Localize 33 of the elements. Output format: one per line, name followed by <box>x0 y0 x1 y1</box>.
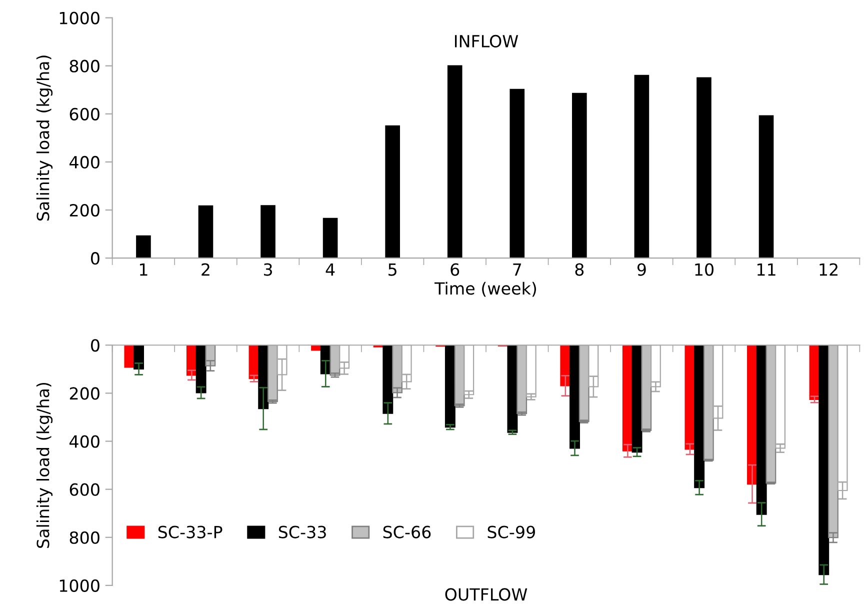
y-tick-label: 400 <box>70 435 100 448</box>
x-tick-label: 10 <box>695 263 714 276</box>
y-tick-label: 800 <box>70 60 100 72</box>
x-tick-label: 2 <box>202 263 210 276</box>
y-tick-label: 600 <box>70 483 100 496</box>
legend-label: SC-33 <box>278 526 326 538</box>
y-tick-label: 0 <box>91 339 100 352</box>
legend-label: SC-99 <box>488 526 535 538</box>
y-tick-label: 1000 <box>60 12 100 24</box>
x-tick-label: 8 <box>575 263 584 276</box>
x-tick-label: 4 <box>326 263 335 276</box>
text: OUTFLOW <box>445 588 528 601</box>
y-axis-title: Salinity load (kg/ha) <box>36 56 53 221</box>
y-tick-label: 0 <box>91 252 100 265</box>
x-tick-label: 3 <box>264 263 272 276</box>
legend-label: SC-66 <box>383 526 431 538</box>
x-tick-label: 12 <box>820 263 838 276</box>
y-tick-label: 400 <box>70 156 100 169</box>
y-axis-title: Salinity load (kg/ha) <box>36 382 53 548</box>
legend-label: SC-33-P <box>158 526 222 538</box>
x-tick-label: 11 <box>757 263 776 276</box>
y-tick-label: 1000 <box>60 579 100 592</box>
y-tick-label: 200 <box>70 204 100 217</box>
x-tick-label: 7 <box>513 263 522 276</box>
y-tick-label: 600 <box>70 108 100 120</box>
text: INFLOW <box>455 34 518 48</box>
y-tick-label: 200 <box>70 387 100 400</box>
y-tick-label: 800 <box>70 531 100 544</box>
x-tick-label: 6 <box>450 263 460 276</box>
x-tick-label: 5 <box>388 263 396 276</box>
x-axis-title: Time (week) <box>434 282 536 297</box>
x-tick-label: 1 <box>140 263 148 276</box>
x-tick-label: 9 <box>637 263 646 276</box>
